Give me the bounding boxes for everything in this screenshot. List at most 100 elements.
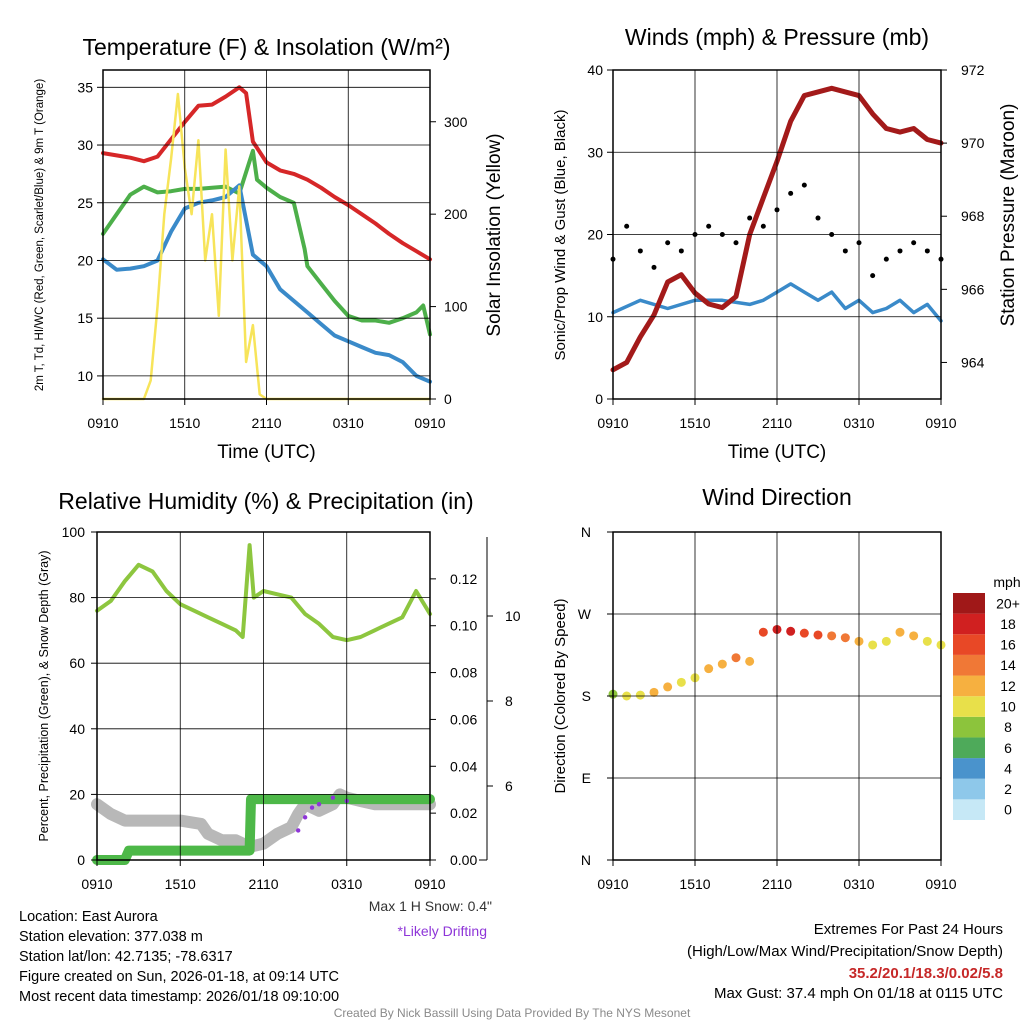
- direction-frame: [612, 531, 942, 861]
- colorbar-label: 18: [1000, 616, 1016, 632]
- winds-x-tick-label: 0910: [597, 415, 628, 431]
- winds-y-tick-label: 20: [587, 227, 603, 243]
- insolation-y-tick-label: 0: [444, 391, 452, 407]
- winds-chart: 0910 1510 2110 0310 0910 0 10 20 30 40 964 966 968 97…: [552, 24, 1019, 463]
- humidity-x-tick-label: 1510: [165, 876, 196, 892]
- colorbar-label: 14: [1000, 657, 1016, 673]
- temperature-chart: 0910 1510 2110 0310 0910 10 15 20 25 30 35 0 100 200 3…: [34, 34, 505, 463]
- direction-x-tick-label: 1510: [679, 876, 710, 892]
- direction-point: [868, 640, 878, 650]
- extremes-panel: Extremes For Past 24 Hours (High/Low/Max…: [687, 919, 1003, 1002]
- footer-credit: Created By Nick Bassill Using Data Provi…: [333, 1006, 691, 1020]
- temperature-xlabel: Time (UTC): [217, 442, 316, 463]
- direction-point: [813, 630, 823, 640]
- colorbar-label: 0: [1004, 802, 1012, 818]
- colorbar-swatch: [953, 758, 985, 779]
- precip-y-tick-label: 0.00: [450, 852, 477, 868]
- direction-ylabel: Direction (Colored By Speed): [552, 598, 569, 793]
- humidity-y-tick-label: 80: [69, 590, 85, 606]
- created-text: Figure created on Sun, 2026-01-18, at 09…: [19, 969, 339, 985]
- gust-point: [870, 273, 876, 279]
- precip-y-tick-label: 0.02: [450, 805, 477, 821]
- direction-point: [745, 656, 755, 666]
- temperature-ylabel: 2m T, Td, HI/WC (Red, Green, Scarlet/Blu…: [34, 79, 46, 391]
- colorbar-swatch: [953, 613, 985, 635]
- direction-point: [758, 627, 768, 637]
- direction-x-tick-label: 2110: [762, 876, 792, 892]
- humidity-chart: 0910 1510 2110 0310 0910 0 20 40 60 80 100 0.00 0.02…: [37, 488, 521, 939]
- colorbar-swatch: [953, 696, 985, 717]
- winds-x-tick-label: 2110: [762, 415, 792, 431]
- series-sonic-wind: [611, 282, 943, 323]
- direction-point: [731, 653, 741, 663]
- extremes-subheading: (High/Low/Max Wind/Precipitation/Snow De…: [687, 943, 1003, 960]
- colorbar-label: 8: [1004, 719, 1012, 735]
- direction-y-tick-label: E: [582, 770, 591, 786]
- temperature-title: Temperature (F) & Insolation (W/m²): [82, 34, 450, 60]
- temp-x-tick-label: 0910: [414, 415, 445, 431]
- gust-point: [911, 240, 917, 246]
- direction-point: [635, 690, 645, 700]
- precip-y-tick-label: 0.08: [450, 665, 477, 681]
- gust-point: [733, 240, 739, 246]
- direction-point: [704, 664, 714, 674]
- snow-y-tick-label: 8: [505, 693, 513, 709]
- temperature-grid: [102, 70, 431, 399]
- wind-direction-chart: 0910 1510 2110 0310 0910 N E S W N Wind Direction D…: [552, 484, 1021, 892]
- winds-title: Winds (mph) & Pressure (mb): [625, 24, 929, 50]
- direction-y-tick-label: N: [581, 524, 591, 540]
- gust-point: [788, 190, 794, 196]
- gust-point: [924, 248, 930, 254]
- colorbar-label: 4: [1004, 760, 1012, 776]
- direction-point: [663, 682, 673, 692]
- temp-y-tick-label: 25: [77, 195, 93, 211]
- humidity-y-tick-label: 100: [62, 524, 86, 540]
- drifting-point: [330, 795, 336, 800]
- direction-grid: [612, 531, 942, 861]
- direction-y-tick-label: W: [578, 606, 592, 622]
- winds-y-tick-label: 0: [595, 391, 603, 407]
- winds-x-tick-label: 0910: [925, 415, 956, 431]
- colorbar-swatch: [953, 799, 985, 820]
- drifting-point: [309, 805, 315, 810]
- humidity-title: Relative Humidity (%) & Precipitation (i…: [58, 488, 473, 514]
- insolation-ylabel: Solar Insolation (Yellow): [484, 133, 505, 336]
- gust-point: [624, 223, 630, 229]
- humidity-y-tick-label: 20: [69, 786, 85, 802]
- winds-x-tick-label: 0310: [843, 415, 874, 431]
- insolation-y-tick-label: 100: [444, 299, 468, 315]
- direction-point: [649, 687, 659, 697]
- snow-y-tick-label: 10: [505, 608, 521, 624]
- direction-point: [717, 659, 727, 669]
- pressure-y-tick-label: 966: [961, 281, 985, 297]
- direction-y-tick-label: N: [581, 852, 591, 868]
- colorbar-swatch: [953, 716, 985, 738]
- colorbar-label: 10: [1000, 699, 1016, 715]
- colorbar-swatch: [953, 737, 985, 759]
- temp-y-tick-label: 20: [77, 252, 93, 268]
- direction-y-tick-label: S: [582, 688, 591, 704]
- winds-ylabel: Sonic/Prop Wind & Gust (Blue, Black): [552, 110, 569, 361]
- precip-y-tick-label: 0.12: [450, 571, 477, 587]
- drifting-point: [295, 828, 301, 833]
- temp-y-tick-label: 10: [77, 368, 93, 384]
- temp-y-tick-label: 15: [77, 310, 93, 326]
- humidity-y-tick-label: 60: [69, 655, 85, 671]
- drifting-annotation: *Likely Drifting: [398, 923, 487, 939]
- direction-x-tick-label: 0910: [597, 876, 628, 892]
- drifting-point: [316, 802, 322, 807]
- colorbar-label: 2: [1004, 781, 1012, 797]
- series-likely-drifting: [295, 795, 349, 833]
- winds-y-tick-label: 10: [587, 309, 603, 325]
- humidity-grid: [96, 531, 431, 861]
- gust-point: [815, 215, 821, 221]
- direction-x-tick-label: 0310: [843, 876, 874, 892]
- direction-point: [676, 677, 686, 687]
- location-text: Location: East Aurora: [19, 909, 158, 925]
- winds-xlabel: Time (UTC): [728, 442, 827, 463]
- insolation-y-tick-label: 200: [444, 206, 468, 222]
- direction-point: [827, 631, 837, 641]
- temperature-frame: [102, 69, 431, 400]
- colorbar-label: 20+: [996, 595, 1020, 611]
- temp-y-tick-label: 35: [77, 79, 93, 95]
